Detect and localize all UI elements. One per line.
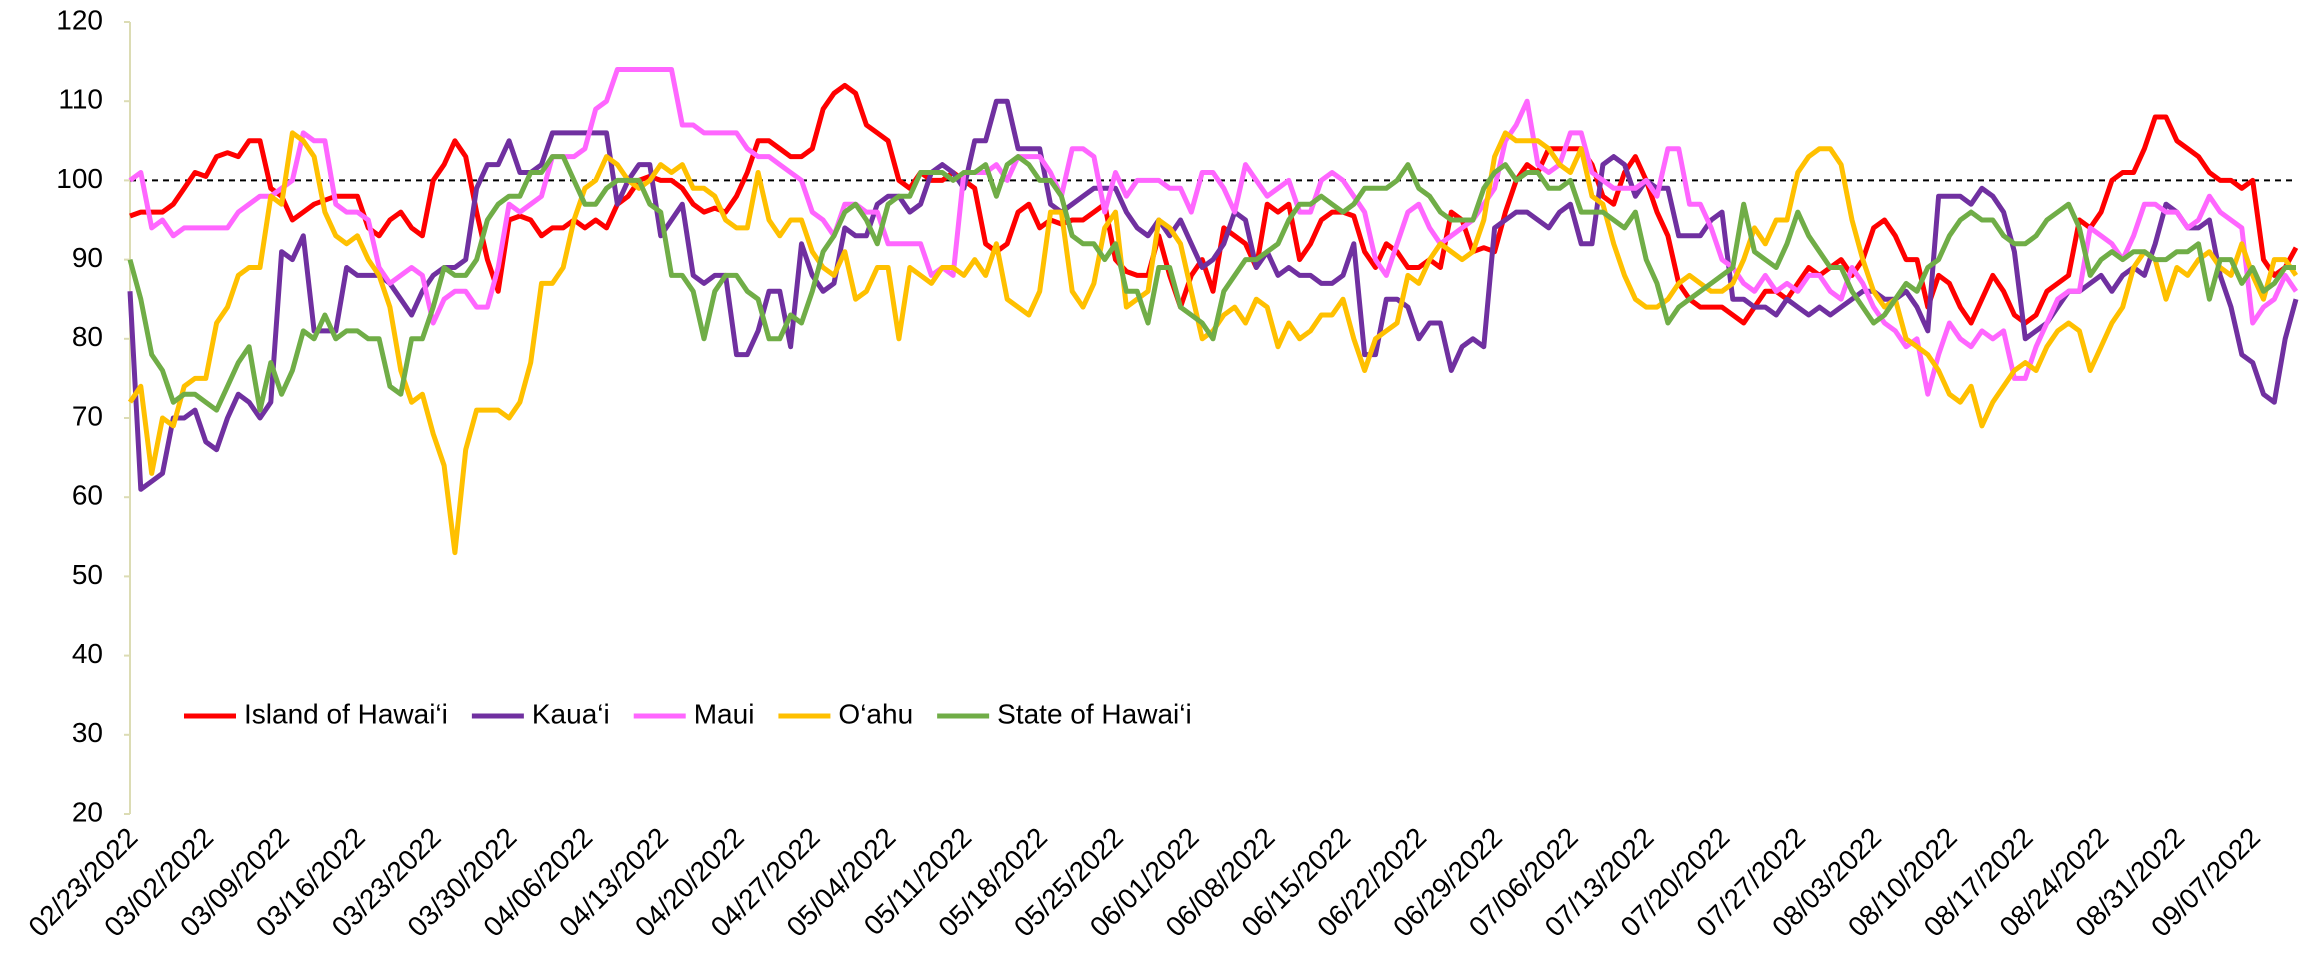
y-tick-label: 90 [72, 242, 103, 273]
series-line [128, 67, 2299, 397]
y-tick-label: 20 [72, 796, 103, 827]
y-tick-label: 110 [58, 84, 103, 115]
y-tick-label: 100 [56, 163, 103, 194]
legend-label: O‘ahu [838, 698, 913, 729]
legend: Island of Hawai‘i Kaua‘i Maui O‘ahu State of… [184, 698, 1192, 729]
series-line [129, 82, 2299, 326]
y-tick-label: 60 [72, 480, 103, 511]
series-line [127, 154, 2296, 413]
legend-label: State of Hawai‘i [997, 698, 1192, 729]
y-tick-label: 80 [72, 321, 103, 352]
legend-label: Maui [694, 698, 755, 729]
y-tick-label: 30 [72, 717, 103, 748]
y-tick-label: 70 [72, 400, 103, 431]
y-tick-label: 120 [56, 4, 103, 35]
y-tick-label: 40 [72, 638, 103, 669]
y-tick-label: 50 [72, 559, 103, 590]
legend-label: Island of Hawai‘i [244, 698, 448, 729]
series-line [127, 98, 2299, 492]
legend-label: Kaua‘i [532, 698, 610, 729]
